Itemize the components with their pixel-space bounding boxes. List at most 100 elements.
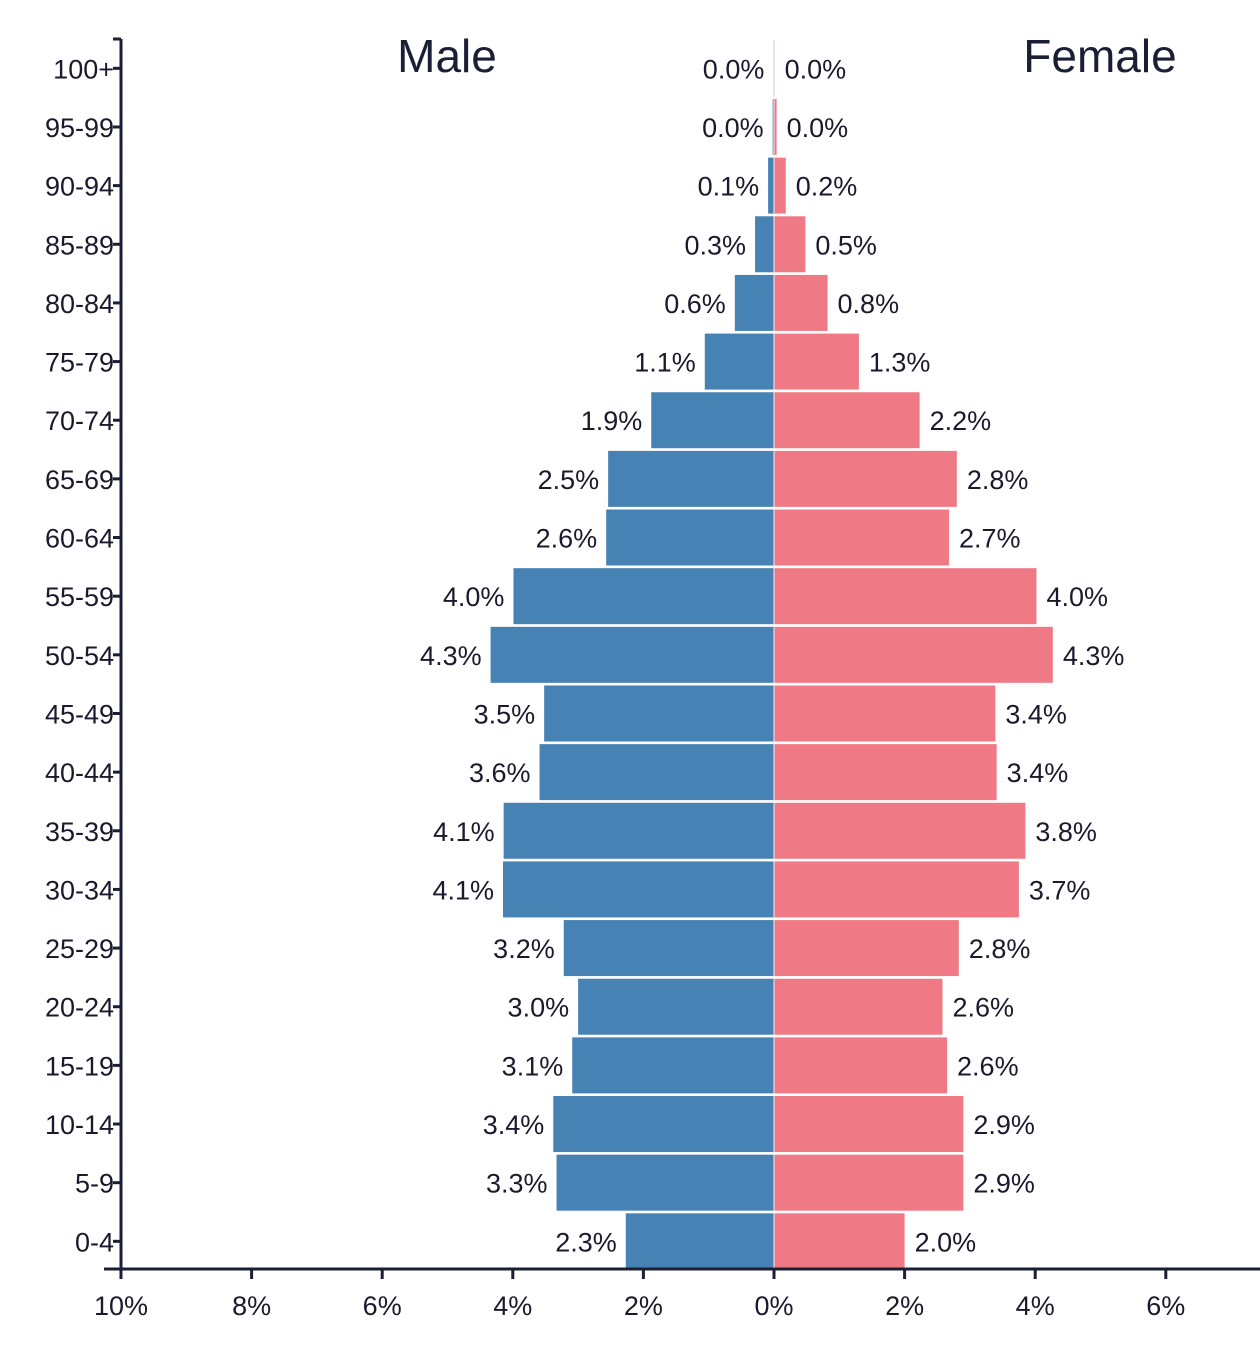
female-bar-40-44 (774, 744, 997, 801)
female-value-label: 2.8% (969, 934, 1031, 964)
female-bar-5-9 (774, 1154, 964, 1211)
female-value-label: 3.7% (1029, 875, 1091, 905)
age-group-label: 5-9 (75, 1169, 114, 1199)
male-bar-5-9 (556, 1154, 774, 1211)
male-title: Male (397, 30, 497, 82)
age-group-label: 25-29 (45, 934, 114, 964)
male-bar-70-74 (651, 392, 774, 449)
age-group-label: 100+ (53, 54, 114, 84)
age-group-label: 10-14 (45, 1110, 114, 1140)
male-bars (490, 40, 774, 1270)
male-value-label: 2.3% (555, 1227, 617, 1257)
male-value-label: 1.1% (634, 348, 696, 378)
male-value-label: 2.6% (536, 524, 598, 554)
female-value-label: 2.0% (915, 1227, 977, 1257)
female-bar-75-79 (774, 333, 859, 390)
age-group-label: 30-34 (45, 875, 114, 905)
female-bar-45-49 (774, 685, 996, 742)
female-bar-60-64 (774, 509, 950, 566)
female-bar-95-99 (774, 98, 777, 155)
female-value-label: 2.6% (957, 1051, 1019, 1081)
male-value-label: 4.0% (443, 582, 505, 612)
male-value-label: 3.3% (486, 1169, 548, 1199)
female-bars (774, 40, 1053, 1270)
male-bar-0-4 (625, 1213, 774, 1270)
male-bar-20-24 (578, 978, 774, 1035)
male-value-label: 0.6% (664, 289, 726, 319)
age-group-label: 45-49 (45, 699, 114, 729)
age-group-label: 55-59 (45, 582, 114, 612)
male-bar-65-69 (608, 450, 774, 507)
female-value-label: 2.6% (952, 993, 1014, 1023)
female-bar-85-89 (774, 216, 806, 273)
male-bar-75-79 (704, 333, 774, 390)
female-bar-0-4 (774, 1213, 905, 1270)
male-value-label: 3.2% (493, 934, 555, 964)
male-value-label: 1.9% (581, 406, 643, 436)
age-group-label: 35-39 (45, 817, 114, 847)
female-value-label: 2.2% (930, 406, 992, 436)
male-bar-25-29 (563, 920, 774, 977)
female-value-label: 0.5% (815, 230, 877, 260)
age-group-label: 70-74 (45, 406, 114, 436)
age-group-label: 0-4 (75, 1227, 114, 1257)
male-bar-35-39 (503, 802, 774, 859)
age-group-label: 60-64 (45, 524, 114, 554)
female-value-label: 1.3% (869, 348, 931, 378)
female-title: Female (1023, 30, 1176, 82)
male-value-label: 2.5% (538, 465, 600, 495)
female-bar-30-34 (774, 861, 1019, 918)
female-value-label: 2.8% (967, 465, 1029, 495)
female-bar-20-24 (774, 978, 943, 1035)
female-bar-70-74 (774, 392, 920, 449)
male-value-label: 3.6% (469, 758, 531, 788)
male-bar-15-19 (572, 1037, 774, 1094)
female-bar-15-19 (774, 1037, 948, 1094)
age-labels: 100+ 95-99 90-94 85-89 80-84 75-79 70-74 65-69 6… (45, 54, 114, 1257)
axes: 10% 8% 6% 4% 2% 0% 2% 4% 6% (94, 37, 1260, 1321)
female-value-label: 4.0% (1047, 582, 1109, 612)
male-value-label: 0.3% (685, 230, 747, 260)
male-bar-60-64 (606, 509, 774, 566)
male-bar-80-84 (734, 274, 774, 331)
male-bar-30-34 (503, 861, 774, 918)
x-tick-label: 4% (1016, 1291, 1055, 1321)
x-tick-label: 2% (885, 1291, 924, 1321)
male-value-label: 3.0% (508, 993, 570, 1023)
male-bar-45-49 (544, 685, 774, 742)
male-value-label: 4.3% (420, 641, 482, 671)
age-group-label: 90-94 (45, 172, 114, 202)
male-value-label: 3.5% (474, 699, 536, 729)
female-value-label: 3.4% (1007, 758, 1069, 788)
female-bar-90-94 (774, 157, 786, 214)
female-value-label: 4.3% (1063, 641, 1125, 671)
female-value-label: 3.4% (1005, 699, 1067, 729)
female-bar-55-59 (774, 568, 1037, 625)
female-bar-65-69 (774, 450, 957, 507)
x-tick-label: 2% (624, 1291, 663, 1321)
male-value-label: 4.1% (432, 875, 494, 905)
female-bar-10-14 (774, 1096, 964, 1153)
female-value-label: 2.7% (959, 524, 1021, 554)
male-value-label: 0.0% (703, 54, 765, 84)
male-bar-10-14 (553, 1096, 774, 1153)
x-tick-label: 8% (232, 1291, 271, 1321)
female-bar-25-29 (774, 920, 959, 977)
age-group-label: 20-24 (45, 993, 114, 1023)
age-group-label: 95-99 (45, 113, 114, 143)
male-value-label: 0.0% (702, 113, 764, 143)
female-value-label: 0.0% (787, 113, 849, 143)
age-group-label: 65-69 (45, 465, 114, 495)
male-bar-85-89 (755, 216, 774, 273)
x-tick-label: 10% (94, 1291, 148, 1321)
male-value-label: 0.1% (698, 172, 760, 202)
age-group-label: 40-44 (45, 758, 114, 788)
female-bar-35-39 (774, 802, 1026, 859)
value-labels: 0.0% 0.0% 0.0% 0.0% 0.1% 0.2% 0.3% 0.5% 0.6% 0.8%… (420, 54, 1124, 1257)
male-bar-90-94 (768, 157, 774, 214)
x-tick-label: 4% (493, 1291, 532, 1321)
female-value-label: 2.9% (973, 1110, 1035, 1140)
male-bar-50-54 (490, 626, 774, 683)
age-group-label: 15-19 (45, 1051, 114, 1081)
